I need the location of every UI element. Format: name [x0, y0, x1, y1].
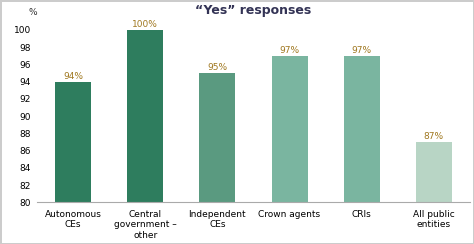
- Bar: [200, 73, 236, 244]
- Text: 100%: 100%: [132, 20, 158, 29]
- Text: 87%: 87%: [424, 132, 444, 141]
- Text: 97%: 97%: [280, 46, 300, 55]
- Title: “Yes” responses: “Yes” responses: [195, 4, 311, 17]
- Bar: [344, 56, 380, 244]
- Text: 94%: 94%: [63, 72, 83, 81]
- Text: 95%: 95%: [207, 63, 228, 72]
- Bar: [272, 56, 308, 244]
- Bar: [128, 30, 164, 244]
- Text: 97%: 97%: [352, 46, 372, 55]
- Bar: [416, 142, 452, 244]
- Bar: [55, 81, 91, 244]
- Text: %: %: [28, 8, 37, 17]
